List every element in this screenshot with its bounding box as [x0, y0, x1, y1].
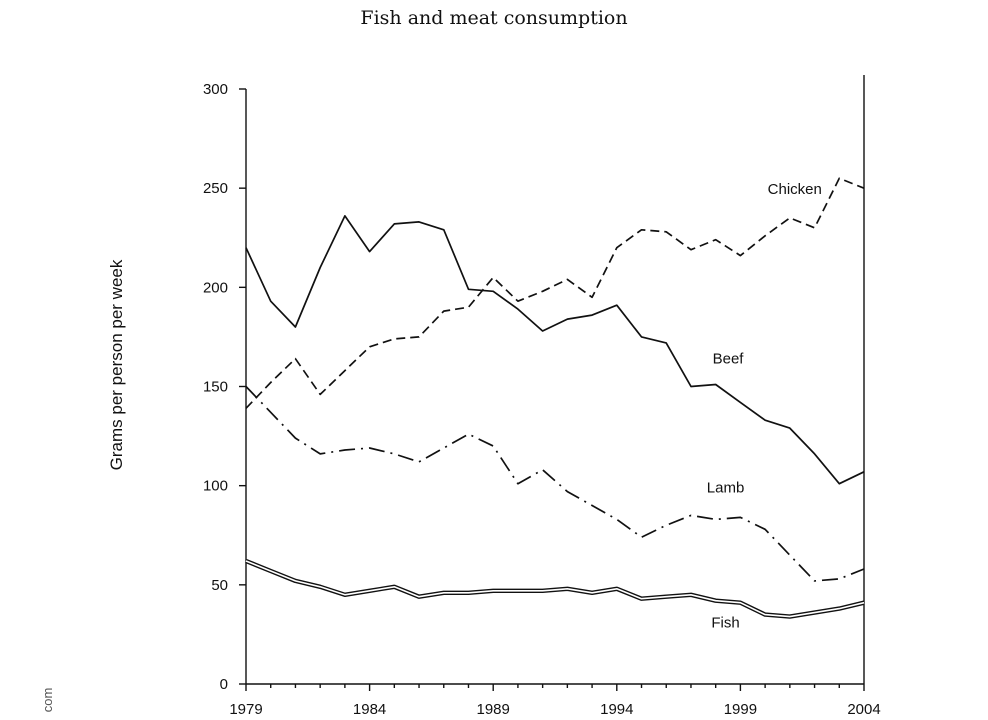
y-tick-label: 300 [203, 81, 228, 98]
chicken-series-label: Chicken [768, 181, 822, 198]
x-tick-label: 2004 [847, 701, 880, 718]
fish-line-outer [245, 558, 865, 619]
lamb-line [245, 385, 865, 582]
series-labels: Chicken Beef Lamb Fish [707, 181, 822, 632]
fish-series-label: Fish [711, 614, 739, 631]
lamb-series-label: Lamb [707, 480, 745, 497]
y-tick-label: 150 [203, 379, 228, 396]
y-tick-label: 0 [220, 676, 228, 693]
x-tick-label: 1989 [477, 701, 510, 718]
y-axis-label: Grams per person per week [107, 259, 126, 470]
chicken-line [245, 177, 865, 409]
x-tick-label: 1984 [353, 701, 386, 718]
x-ticks: 1979 1984 1989 1994 1999 2004 [229, 684, 881, 718]
x-tick-label: 1979 [229, 701, 262, 718]
x-tick-label: 1994 [600, 701, 633, 718]
series-layer [245, 177, 865, 619]
y-tick-label: 200 [203, 279, 228, 296]
y-tick-label: 250 [203, 180, 228, 197]
y-tick-label: 50 [211, 577, 228, 594]
y-ticks: 0 50 100 150 200 250 300 [203, 81, 246, 693]
edge-text: com [40, 688, 55, 713]
fish-line-inner [245, 560, 865, 618]
beef-line [245, 215, 865, 485]
chart-title: Fish and meat consumption [360, 7, 627, 29]
x-tick-label: 1999 [724, 701, 757, 718]
y-tick-label: 100 [203, 478, 228, 495]
beef-series-label: Beef [713, 350, 745, 367]
